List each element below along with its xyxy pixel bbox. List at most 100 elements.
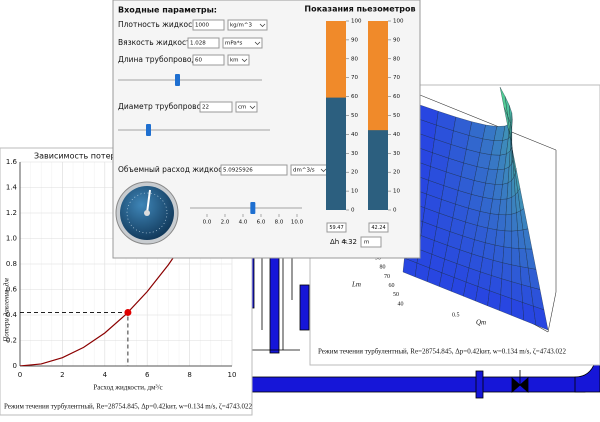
- slider-tick-label: 10.0: [291, 220, 304, 226]
- surface-cell: [502, 246, 512, 265]
- select-arrow: [254, 41, 261, 45]
- unit-label: cm: [238, 105, 246, 111]
- unit-label: km: [230, 58, 239, 64]
- scale-label: 0: [351, 208, 355, 214]
- input-box[interactable]: [220, 164, 288, 176]
- select-arrow: [259, 23, 266, 27]
- scale-label: 40: [351, 132, 358, 138]
- surface-cell: [493, 244, 505, 263]
- scale-label: 60: [351, 94, 358, 100]
- x-tick-label: 0: [18, 371, 22, 379]
- x-tick-label: 4: [103, 371, 108, 379]
- surface-mesh: [402, 86, 549, 331]
- unit-select[interactable]: [227, 54, 250, 66]
- reading-box: [368, 222, 389, 233]
- unit-select[interactable]: [227, 19, 268, 31]
- main-panel: Входные параметры: Показания пьезометров…: [112, 0, 421, 259]
- surface-cell: [491, 260, 503, 279]
- scale-label: 70: [351, 75, 358, 81]
- slider-track[interactable]: [190, 207, 302, 209]
- slider-thumb[interactable]: [250, 202, 256, 214]
- y-tick-label: 0.4: [6, 311, 18, 319]
- scale-label: 40: [393, 132, 400, 138]
- input-label: Объемный расход жидкости: [118, 165, 232, 174]
- piezometer-title: Показания пьезометров: [304, 5, 415, 14]
- x-tick-label: 6: [145, 371, 150, 379]
- input-box[interactable]: [192, 54, 225, 66]
- scale-label: 60: [393, 94, 400, 100]
- scale-label: 30: [393, 151, 400, 157]
- scale-label: 0: [393, 208, 397, 214]
- q-axis-label: Qm: [476, 319, 486, 327]
- dh-unit-select[interactable]: m: [360, 236, 382, 248]
- input-label: Вязкость жидкости: [118, 38, 195, 47]
- q-tick-label: 0.5: [452, 312, 460, 318]
- unit-select[interactable]: [235, 101, 258, 113]
- slider-tick-label: 0.0: [203, 220, 212, 226]
- input-value: 1.028: [190, 41, 206, 47]
- y-axis-label: Потери давления, дм: [3, 278, 11, 343]
- surface-cell: [494, 229, 506, 247]
- select-arrow: [249, 105, 256, 109]
- slider[interactable]: [118, 124, 270, 136]
- input-value: 1000: [195, 23, 209, 29]
- slider-tick-label: 4.0: [239, 220, 248, 226]
- surface-cell: [511, 247, 521, 267]
- select-arrow: [241, 58, 248, 62]
- scale-label: 20: [351, 170, 358, 176]
- input-value: 5.0925926: [223, 168, 253, 174]
- input-label: Длина трубопровода: [118, 55, 201, 64]
- y-tick-label: 1.4: [6, 184, 18, 192]
- input-box[interactable]: [199, 101, 233, 113]
- operating-point: [124, 308, 132, 316]
- gauge: [115, 181, 179, 245]
- input-label: Диаметр трубопровода: [118, 102, 211, 111]
- input-label: Плотность жидкости: [118, 20, 202, 29]
- l-tick-label: 50: [393, 292, 399, 298]
- x-tick-label: 8: [187, 371, 191, 379]
- l-tick-label: 60: [389, 283, 395, 289]
- slider-tick-label: 6.0: [257, 220, 266, 226]
- l-axis-label: Lm: [351, 281, 361, 289]
- surface-window: Lm Qm 0.5 Режим течения турбулентный, Re…: [309, 84, 600, 366]
- scale-label: 30: [351, 151, 358, 157]
- scale-label: 100: [351, 19, 362, 25]
- reading-value: 42.24: [371, 225, 385, 231]
- panel-title: Входные параметры:: [118, 6, 217, 15]
- tube-level: [326, 97, 346, 210]
- y-tick-label: 1.0: [6, 235, 17, 243]
- y-tick-label: 0.8: [6, 260, 17, 268]
- unit-select[interactable]: [222, 37, 263, 49]
- surface-cell: [505, 196, 512, 215]
- l-tick-label: 80: [380, 265, 386, 271]
- scale-label: 70: [393, 75, 400, 81]
- slider-tick-label: 8.0: [275, 220, 284, 226]
- input-box[interactable]: [187, 37, 220, 49]
- x-tick-label: 2: [60, 371, 64, 379]
- surface-cell: [501, 262, 512, 282]
- y-tick-label: 1.6: [6, 158, 18, 166]
- scale-label: 90: [393, 37, 400, 43]
- input-box[interactable]: [192, 19, 225, 31]
- scale-label: 20: [393, 170, 400, 176]
- scale-label: 80: [393, 56, 400, 62]
- x-tick-label: 10: [228, 371, 237, 379]
- select-arrow: [320, 168, 327, 172]
- unit-label: dm^3/s: [293, 168, 315, 174]
- surface-cell: [504, 213, 512, 232]
- input-value: 22: [202, 105, 209, 111]
- scale-label: 50: [351, 113, 358, 119]
- surface-cell: [511, 281, 523, 303]
- surface-cell: [499, 86, 508, 116]
- dh-unit: m: [364, 240, 369, 246]
- scale-label: 50: [393, 113, 400, 119]
- scale-label: 80: [351, 56, 358, 62]
- reading-value: 59.47: [329, 225, 343, 231]
- y-tick-label: 0: [13, 362, 17, 370]
- slider[interactable]: [118, 74, 262, 86]
- surface-cell: [503, 230, 512, 249]
- tube-level: [368, 130, 388, 210]
- status-text: Режим течения турбулентный, Re=28754.845…: [4, 403, 252, 411]
